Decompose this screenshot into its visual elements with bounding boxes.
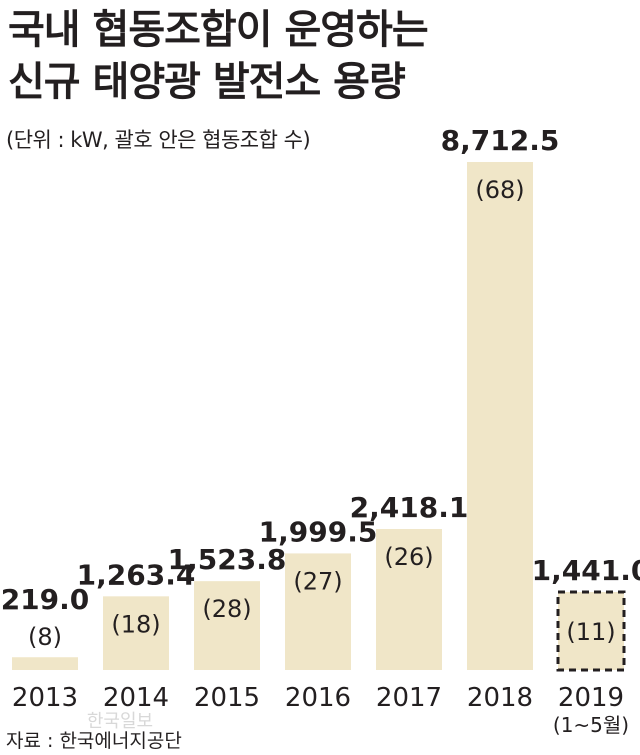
x-tick-2016: 2016 <box>285 683 351 713</box>
value-label-2018: 8,712.5 <box>441 124 560 157</box>
x-tick-2019: 2019 <box>558 683 624 713</box>
x-tick-2015: 2015 <box>194 683 260 713</box>
value-label-2015: 1,523.8 <box>168 543 287 576</box>
count-label-2018: (68) <box>475 176 524 204</box>
x-tick-2014: 2014 <box>103 683 169 713</box>
value-label-2017: 2,418.1 <box>350 491 469 524</box>
bar-2013 <box>12 657 78 670</box>
chart-title: 국내 협동조합이 운영하는 신규 태양광 발전소 용량 <box>8 4 429 108</box>
title-line-2: 신규 태양광 발전소 용량 <box>8 59 406 105</box>
watermark: 한국일보 <box>87 711 153 732</box>
bar-2016 <box>285 553 351 670</box>
count-label-2014: (18) <box>111 610 160 638</box>
x-tick-2018: 2018 <box>467 683 533 713</box>
x-tick-2013: 2013 <box>12 683 78 713</box>
count-label-2015: (28) <box>202 595 251 623</box>
bar-2018 <box>467 162 533 670</box>
count-label-2019: (11) <box>566 618 615 646</box>
value-label-2019: 1,441.0 <box>532 554 640 587</box>
bar-2019-dashed <box>556 590 626 672</box>
source-note: 자료 : 한국에너지공단 <box>6 730 182 752</box>
value-label-2013: 219.0 <box>1 583 90 616</box>
title-line-1: 국내 협동조합이 운영하는 <box>8 7 429 53</box>
value-label-2014: 1,263.4 <box>77 558 196 591</box>
bar-2014 <box>103 596 169 670</box>
x-tick-2017: 2017 <box>376 683 442 713</box>
bar-2017 <box>376 529 442 670</box>
unit-note: (단위 : kW, 괄호 안은 협동조합 수) <box>6 128 311 152</box>
bar-2015 <box>194 581 260 670</box>
value-label-2016: 1,999.5 <box>259 515 378 548</box>
count-label-2017: (26) <box>384 543 433 571</box>
count-label-2013: (8) <box>28 623 62 651</box>
x-tick-sublabel-2019: (1~5월) <box>553 713 629 737</box>
count-label-2016: (27) <box>293 567 342 595</box>
